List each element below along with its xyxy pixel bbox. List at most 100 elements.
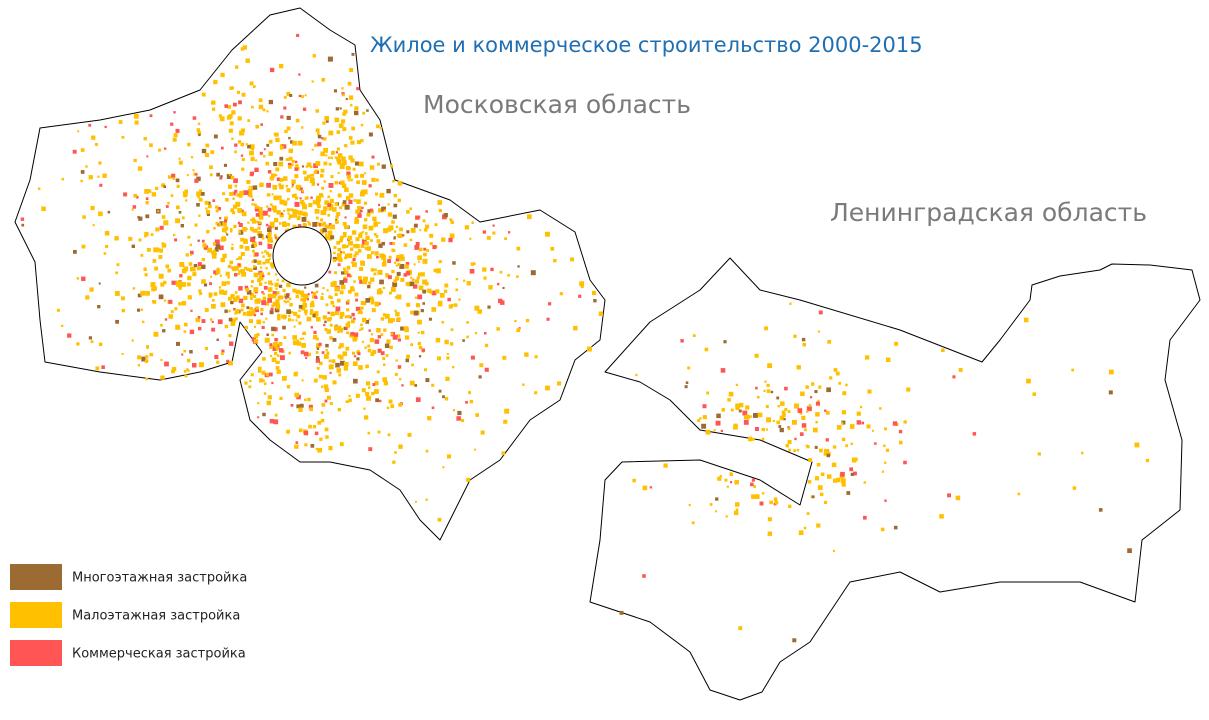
dot (251, 260, 254, 263)
dot (316, 223, 320, 226)
dot (288, 165, 292, 169)
dot (345, 98, 348, 101)
dot (425, 281, 429, 286)
dot (171, 173, 176, 178)
dot (327, 203, 332, 207)
dot (175, 178, 180, 183)
dot (296, 314, 301, 319)
dot (268, 280, 273, 285)
dot (276, 177, 281, 182)
dot (366, 109, 369, 112)
dot (808, 458, 813, 462)
dot (780, 401, 785, 406)
dot (383, 228, 389, 234)
dot (745, 405, 750, 410)
dot (253, 85, 256, 88)
dot (270, 203, 273, 206)
region-outline (14, 7, 606, 541)
dot (374, 268, 377, 272)
dot (219, 176, 223, 180)
dot (94, 143, 98, 146)
dot (379, 192, 385, 198)
dot (952, 375, 956, 379)
dot (362, 224, 368, 229)
dot (118, 120, 123, 124)
dot (307, 220, 310, 223)
dot (816, 462, 821, 467)
dot (955, 495, 961, 501)
dot (215, 205, 219, 209)
dot (367, 348, 372, 353)
dot (375, 398, 379, 403)
dot (422, 279, 428, 285)
dot (336, 156, 341, 161)
dot (400, 256, 405, 261)
dot (320, 168, 325, 173)
dot (761, 427, 765, 432)
dot (341, 244, 346, 249)
dot (548, 302, 552, 306)
dot (458, 298, 461, 301)
dot (310, 179, 315, 183)
dot (267, 193, 271, 197)
dot (364, 232, 368, 235)
dot (247, 192, 253, 197)
dot (265, 161, 270, 166)
dot (374, 301, 380, 307)
dot (201, 239, 205, 243)
dot (385, 354, 389, 357)
dot (331, 359, 336, 364)
dot (234, 143, 238, 147)
dot (324, 399, 328, 403)
dot (279, 348, 284, 353)
dot (355, 237, 360, 242)
dot (418, 355, 422, 358)
dot (305, 165, 309, 168)
dot (227, 264, 232, 269)
dot (131, 208, 134, 211)
dot (704, 347, 709, 352)
dot (259, 272, 264, 278)
dot (284, 293, 289, 299)
dot (335, 107, 339, 111)
dot (323, 137, 327, 141)
dot (437, 301, 443, 307)
dot (121, 135, 125, 139)
dot (361, 279, 365, 282)
dot (241, 303, 245, 308)
dot (137, 308, 141, 312)
dot (320, 194, 324, 198)
dot (279, 178, 284, 182)
dot (259, 213, 263, 217)
dot (143, 137, 147, 141)
dot (192, 272, 197, 277)
dot (359, 328, 362, 331)
dot (214, 239, 220, 245)
dot (334, 271, 337, 275)
dot (328, 295, 332, 299)
dot (241, 158, 245, 162)
dot (317, 132, 320, 135)
dot (315, 351, 319, 354)
dot (335, 257, 339, 261)
dot (884, 461, 887, 464)
dot (296, 216, 301, 221)
dot (274, 345, 278, 349)
dot (231, 110, 236, 115)
dot (230, 208, 235, 213)
dot (386, 188, 391, 194)
dot (217, 319, 223, 325)
dot (883, 444, 886, 448)
dot (372, 349, 377, 354)
dot (312, 425, 317, 429)
dot (314, 431, 319, 436)
dot (213, 292, 218, 296)
dot (301, 165, 304, 168)
dot (379, 127, 383, 130)
dot (312, 313, 316, 317)
dot (253, 243, 258, 247)
dot (151, 192, 156, 197)
dot (394, 309, 397, 312)
dot (190, 266, 195, 272)
dot (309, 302, 315, 308)
